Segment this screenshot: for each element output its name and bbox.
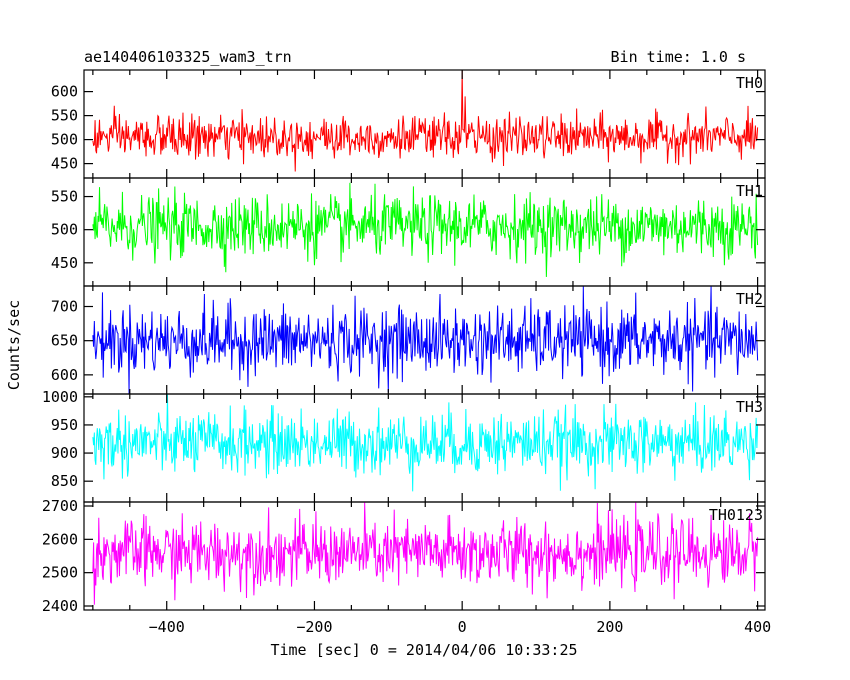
panel-name-label: TH0123 bbox=[709, 506, 763, 524]
series-line-th0123 bbox=[92, 501, 759, 605]
panel-th1: 450 500 550 TH1 bbox=[51, 177, 766, 287]
y-tick-label: 2400 bbox=[42, 597, 78, 615]
panel-th0123: 2400 2500 2600 2700 TH0123 bbox=[42, 497, 766, 615]
y-tick-label: 2700 bbox=[42, 497, 78, 515]
y-tick-label: 550 bbox=[51, 188, 78, 206]
panel-th0: 450 500 550 600 TH0 bbox=[51, 69, 766, 179]
y-tick-label: 950 bbox=[51, 416, 78, 434]
y-tick-label: 700 bbox=[51, 298, 78, 316]
bin-time-label: Bin time: 1.0 s bbox=[611, 48, 746, 66]
panel-th2: 600 650 700 TH2 bbox=[51, 285, 766, 395]
y-axis-label: Counts/sec bbox=[5, 300, 23, 390]
chart-title: ae140406103325_wam3_trn bbox=[84, 48, 292, 66]
y-tick-label: 450 bbox=[51, 155, 78, 173]
panel-name-label: TH0 bbox=[736, 74, 763, 92]
x-tick-label: 200 bbox=[596, 618, 623, 636]
y-tick-label: 600 bbox=[51, 366, 78, 384]
y-tick-label: 500 bbox=[51, 221, 78, 239]
series-line-th0 bbox=[92, 69, 759, 172]
x-tick-label: 400 bbox=[744, 618, 771, 636]
y-tick-label: 650 bbox=[51, 332, 78, 350]
y-tick-label: 1000 bbox=[42, 388, 78, 406]
x-axis-label: Time [sec] 0 = 2014/04/06 10:33:25 bbox=[270, 641, 577, 659]
series-line-th3 bbox=[92, 393, 759, 492]
panel-name-label: TH3 bbox=[736, 398, 763, 416]
panel-th3: 850 900 950 1000 TH3 bbox=[42, 388, 766, 503]
series-line-th2 bbox=[92, 285, 759, 395]
y-tick-label: 2500 bbox=[42, 564, 78, 582]
panel-name-label: TH1 bbox=[736, 182, 763, 200]
panel-frame bbox=[83, 501, 766, 611]
y-tick-label: 900 bbox=[51, 444, 78, 462]
y-tick-label: 550 bbox=[51, 107, 78, 125]
panels-group: 450 500 550 600 TH0 450 500 550 TH1 600 650 700 TH2 8… bbox=[42, 69, 771, 636]
y-tick-label: 850 bbox=[51, 472, 78, 490]
y-tick-label: 600 bbox=[51, 83, 78, 101]
y-tick-label: 2600 bbox=[42, 530, 78, 548]
x-tick-label: −200 bbox=[296, 618, 332, 636]
x-tick-label: 0 bbox=[458, 618, 467, 636]
y-tick-label: 500 bbox=[51, 131, 78, 149]
x-tick-label: −400 bbox=[149, 618, 185, 636]
series-line-th1 bbox=[92, 182, 759, 277]
panel-frame bbox=[83, 177, 766, 287]
panel-name-label: TH2 bbox=[736, 290, 763, 308]
y-tick-label: 450 bbox=[51, 254, 78, 272]
